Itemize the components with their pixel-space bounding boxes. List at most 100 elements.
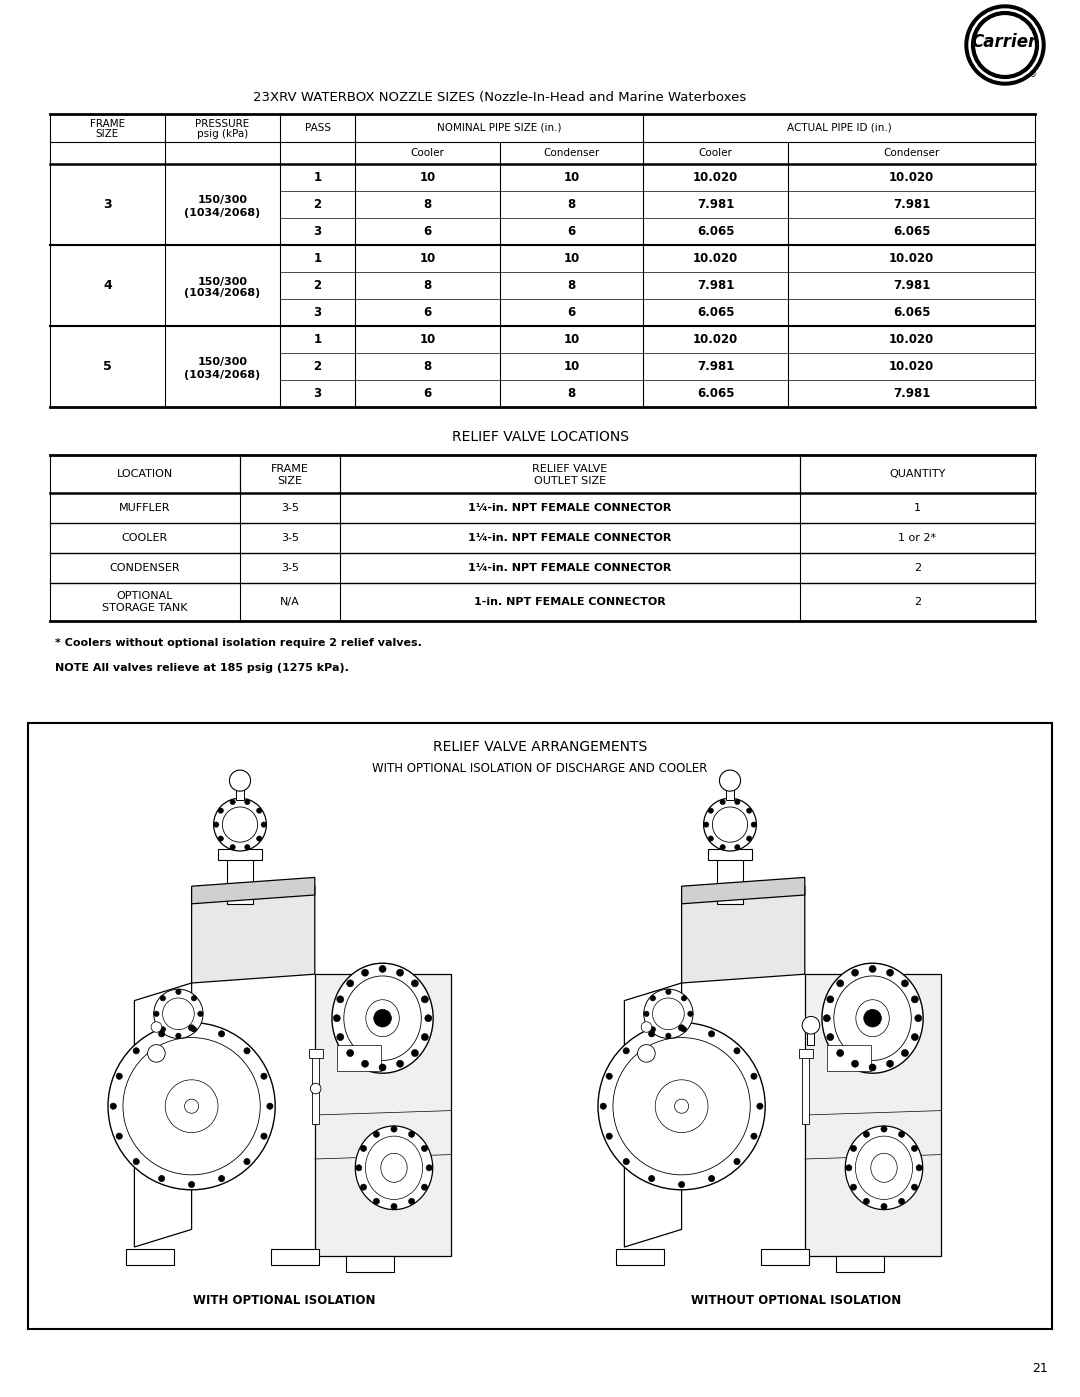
Circle shape [261, 821, 267, 827]
Circle shape [869, 1065, 876, 1071]
Text: WITH OPTIONAL ISOLATION: WITH OPTIONAL ISOLATION [192, 1295, 375, 1308]
Circle shape [899, 1132, 905, 1137]
Text: 1¹⁄₄-in. NPT FEMALE CONNECTOR: 1¹⁄₄-in. NPT FEMALE CONNECTOR [469, 534, 672, 543]
Circle shape [189, 1025, 194, 1031]
Ellipse shape [855, 1000, 889, 1037]
Bar [798, 1049, 813, 1058]
Circle shape [734, 1048, 740, 1053]
Circle shape [746, 807, 752, 813]
Text: Cooler: Cooler [699, 148, 732, 158]
Bar [726, 782, 734, 800]
Circle shape [851, 1060, 859, 1067]
Bar [808, 1027, 814, 1045]
Text: (1034/2068): (1034/2068) [185, 369, 260, 380]
Circle shape [222, 807, 258, 842]
Text: 8: 8 [567, 387, 576, 400]
Bar [125, 1249, 174, 1264]
Text: 1¹⁄₄-in. NPT FEMALE CONNECTOR: 1¹⁄₄-in. NPT FEMALE CONNECTOR [469, 503, 672, 513]
Text: 23XRV WATERBOX NOZZLE SIZES (Nozzle-In-Head and Marine Waterboxes: 23XRV WATERBOX NOZZLE SIZES (Nozzle-In-H… [254, 91, 746, 103]
Circle shape [916, 1165, 922, 1171]
Text: 1-in. NPT FEMALE CONNECTOR: 1-in. NPT FEMALE CONNECTOR [474, 597, 666, 608]
Circle shape [675, 1099, 689, 1113]
Text: 7.981: 7.981 [697, 198, 734, 211]
Ellipse shape [366, 1000, 400, 1037]
Circle shape [191, 996, 197, 1000]
Circle shape [230, 799, 235, 805]
Circle shape [427, 1165, 432, 1171]
Circle shape [823, 1014, 831, 1021]
Bar [271, 1249, 320, 1264]
Text: RELIEF VALVE ARRANGEMENTS: RELIEF VALVE ARRANGEMENTS [433, 740, 647, 754]
Bar [337, 1045, 381, 1071]
Text: 2: 2 [914, 597, 921, 608]
Text: 7.981: 7.981 [893, 387, 930, 400]
Text: 1: 1 [313, 332, 322, 346]
Text: 6: 6 [423, 225, 432, 237]
Text: QUANTITY: QUANTITY [889, 469, 946, 479]
Circle shape [881, 1126, 887, 1132]
Circle shape [110, 1104, 117, 1109]
Text: 6: 6 [423, 387, 432, 400]
Circle shape [355, 1165, 362, 1171]
Text: 6: 6 [567, 225, 576, 237]
Text: 4: 4 [103, 279, 112, 292]
Text: 6: 6 [567, 306, 576, 319]
Text: 8: 8 [423, 360, 432, 373]
Circle shape [424, 1014, 432, 1021]
Circle shape [837, 979, 843, 986]
Text: 10: 10 [564, 170, 580, 184]
Circle shape [606, 1073, 612, 1080]
Circle shape [969, 8, 1041, 81]
Circle shape [421, 1034, 429, 1041]
Text: 6.065: 6.065 [697, 306, 734, 319]
Text: RELIEF VALVE: RELIEF VALVE [532, 464, 608, 474]
Bar [235, 782, 244, 800]
Text: Cooler: Cooler [410, 148, 445, 158]
Circle shape [176, 989, 181, 995]
Circle shape [751, 821, 756, 827]
Circle shape [751, 1133, 757, 1139]
Circle shape [159, 1031, 165, 1037]
Text: 150/300: 150/300 [198, 277, 247, 286]
Text: RELIEF VALVE LOCATIONS: RELIEF VALVE LOCATIONS [451, 430, 629, 444]
Circle shape [396, 1060, 404, 1067]
Circle shape [151, 1021, 162, 1032]
Circle shape [185, 1099, 199, 1113]
Circle shape [408, 1132, 415, 1137]
Text: ®: ® [1029, 70, 1037, 80]
Circle shape [802, 1017, 820, 1034]
Text: 7.981: 7.981 [893, 198, 930, 211]
Text: FRAME: FRAME [90, 119, 125, 129]
Circle shape [623, 1158, 630, 1165]
Text: 6.065: 6.065 [893, 225, 930, 237]
Ellipse shape [822, 963, 923, 1073]
Text: 2: 2 [313, 360, 322, 373]
Text: PASS: PASS [305, 123, 330, 133]
Text: OPTIONAL
STORAGE TANK: OPTIONAL STORAGE TANK [103, 591, 188, 613]
Circle shape [108, 1023, 275, 1190]
Circle shape [218, 835, 224, 841]
Circle shape [881, 1203, 887, 1210]
Text: 3: 3 [313, 387, 322, 400]
Circle shape [133, 1048, 139, 1053]
Circle shape [153, 1011, 159, 1017]
Circle shape [606, 1133, 612, 1139]
Text: SIZE: SIZE [96, 129, 119, 138]
Circle shape [361, 1185, 366, 1190]
Circle shape [678, 1025, 685, 1031]
Circle shape [598, 1023, 766, 1190]
Circle shape [230, 845, 235, 849]
Text: (1034/2068): (1034/2068) [185, 208, 260, 218]
Text: 10: 10 [419, 332, 435, 346]
Circle shape [218, 1031, 225, 1037]
Circle shape [148, 1045, 165, 1062]
Circle shape [421, 996, 429, 1003]
Bar [708, 849, 752, 859]
Text: WITH OPTIONAL ISOLATION OF DISCHARGE AND COOLER: WITH OPTIONAL ISOLATION OF DISCHARGE AND… [373, 763, 707, 775]
Circle shape [613, 1038, 751, 1175]
Text: NOTE All valves relieve at 185 psig (1275 kPa).: NOTE All valves relieve at 185 psig (127… [55, 664, 349, 673]
Bar [227, 855, 253, 904]
Circle shape [160, 1027, 165, 1032]
Circle shape [649, 1031, 654, 1037]
Circle shape [123, 1038, 260, 1175]
